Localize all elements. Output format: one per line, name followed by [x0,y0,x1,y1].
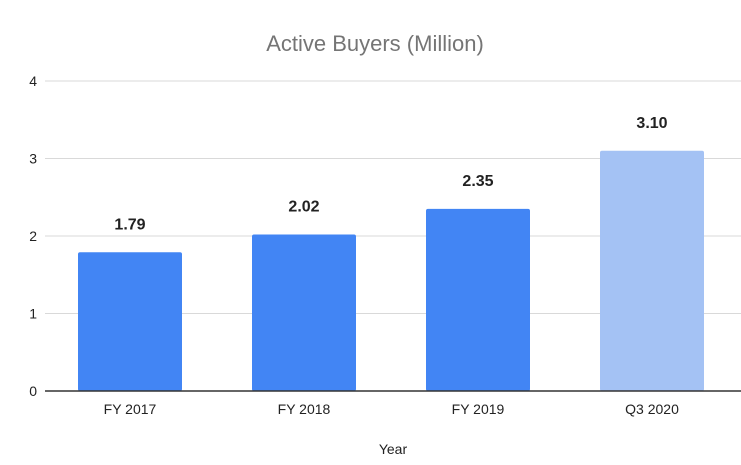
bars [78,150,704,391]
bar-fy-2017 [78,252,182,391]
y-tick-label: 4 [29,73,37,89]
y-axis-ticks: 0 1 2 3 4 [29,73,37,399]
y-tick-label: 1 [29,306,37,322]
x-axis-title: Year [379,441,408,457]
x-tick-label: Q3 2020 [625,401,679,417]
data-label: 2.02 [288,198,319,215]
x-tick-label: FY 2018 [278,401,331,417]
y-tick-label: 2 [29,228,37,244]
y-tick-label: 3 [29,151,37,167]
data-labels: 1.79 2.02 2.35 3.10 [114,115,667,234]
x-tick-label: FY 2019 [452,401,505,417]
x-axis-ticks: FY 2017 FY 2018 FY 2019 Q3 2020 [104,401,679,417]
data-label: 1.79 [114,216,145,233]
bar-fy-2019 [426,208,530,391]
y-tick-label: 0 [29,383,37,399]
data-label: 3.10 [636,115,667,132]
bar-q3-2020 [600,150,704,391]
x-tick-label: FY 2017 [104,401,157,417]
chart-title: Active Buyers (Million) [266,31,484,56]
bar-fy-2018 [252,234,356,391]
data-label: 2.35 [462,173,493,190]
